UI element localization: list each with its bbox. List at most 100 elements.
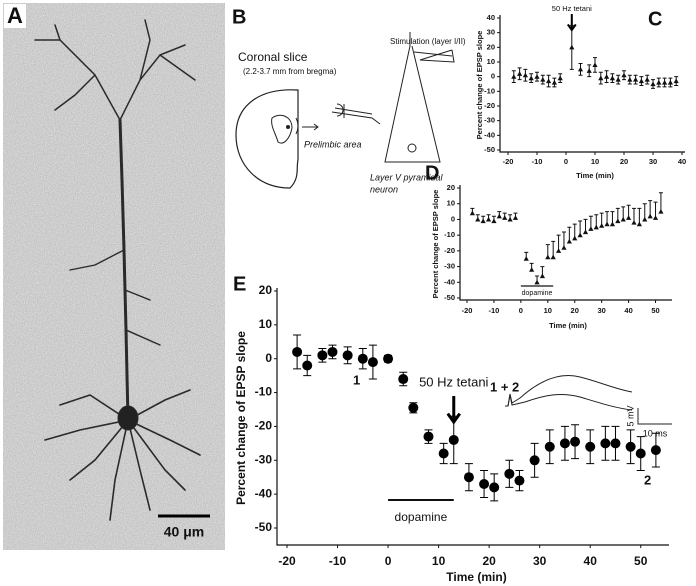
region-label: Prelimbic area <box>304 139 362 149</box>
ventricle <box>271 114 293 144</box>
point <box>557 75 563 81</box>
point <box>642 216 648 222</box>
point <box>599 223 605 228</box>
point <box>448 434 459 445</box>
point <box>598 75 604 81</box>
x-tick-label: 50 <box>634 554 648 568</box>
point <box>662 79 668 85</box>
point <box>383 353 394 364</box>
x-tick-label: 0 <box>519 306 523 315</box>
y-tick-label: 0 <box>265 351 272 365</box>
point <box>357 353 368 364</box>
axes <box>276 288 669 546</box>
error-bar <box>551 240 556 258</box>
neuron-label: neuron <box>370 184 398 194</box>
axes <box>499 15 685 153</box>
point <box>650 81 656 87</box>
point <box>569 44 575 50</box>
y-tick-label: -20 <box>484 101 495 110</box>
point <box>658 208 664 214</box>
point <box>633 77 639 82</box>
point <box>592 62 598 68</box>
x-tick-label: -20 <box>278 554 296 568</box>
y-tick-label: -20 <box>444 246 455 255</box>
x-tick-label: 50 <box>651 306 659 315</box>
span-label: dopamine <box>522 290 553 297</box>
y-tick-label: 20 <box>487 42 495 51</box>
panel-label: B <box>232 6 246 28</box>
stim-label: Stimulation (layer I/II) <box>390 37 466 46</box>
y-tick-label: -50 <box>484 145 495 154</box>
point <box>577 66 584 72</box>
point <box>582 229 589 235</box>
point <box>504 468 515 479</box>
y-tick-label: 10 <box>447 199 455 208</box>
y-tick-label: -40 <box>444 277 455 286</box>
x-tick-label: 0 <box>564 157 568 166</box>
point <box>656 79 662 85</box>
x-tick-label: 10 <box>432 554 446 568</box>
x-tick-label: 20 <box>482 554 496 568</box>
panel-label-bg <box>4 4 26 28</box>
stim-electrode <box>413 49 455 63</box>
brain-outline <box>235 89 299 189</box>
panel-b: B Coronal slice (2.2-3.7 mm from bregma)… <box>232 6 466 194</box>
point <box>342 350 353 361</box>
x-tick-label: 40 <box>678 157 686 166</box>
arrow <box>295 117 319 135</box>
y-tick-label: -10 <box>444 230 455 239</box>
point <box>317 350 328 361</box>
point <box>652 215 659 220</box>
point <box>496 213 502 219</box>
point <box>631 219 637 225</box>
error-bar <box>653 201 658 218</box>
error-bar <box>642 203 647 220</box>
x-tick-label: 30 <box>533 554 547 568</box>
point <box>469 210 475 216</box>
point <box>615 77 621 82</box>
point <box>615 218 621 224</box>
point <box>572 235 578 241</box>
point <box>522 72 528 78</box>
point <box>502 215 508 220</box>
point <box>523 256 529 261</box>
point <box>550 254 556 260</box>
arrow <box>446 396 461 425</box>
point <box>480 218 486 224</box>
point <box>540 77 546 82</box>
point <box>544 441 555 452</box>
rec-electrode <box>331 103 381 125</box>
y-tick-label: 10 <box>487 57 495 66</box>
point <box>489 482 500 493</box>
y-tick-label: -30 <box>484 116 495 125</box>
trace <box>505 375 633 407</box>
slice-title: Coronal slice <box>238 50 308 64</box>
point <box>644 77 650 82</box>
neuron <box>384 32 441 163</box>
y-axis-label: Percent change of EPSP slope <box>475 31 484 140</box>
scale-y-label: 5 mV <box>625 405 635 426</box>
point <box>463 472 474 483</box>
x-tick-label: 40 <box>624 306 632 315</box>
x-tick-label: 30 <box>597 306 605 315</box>
point <box>555 248 562 253</box>
point <box>609 221 616 227</box>
trace <box>505 394 633 411</box>
point <box>635 448 646 459</box>
point <box>423 431 434 442</box>
panel-label: C <box>648 8 662 30</box>
x-axis-label: Time (min) <box>549 321 587 330</box>
point <box>626 215 632 220</box>
y-tick-label: -40 <box>484 130 495 139</box>
point <box>438 448 449 459</box>
neuron-label: Layer V pyramidal <box>370 172 444 182</box>
point <box>636 221 642 227</box>
panel-label: A <box>7 3 23 28</box>
point <box>647 213 653 219</box>
point <box>517 71 523 76</box>
point <box>514 475 525 486</box>
point <box>512 215 519 220</box>
axes <box>459 185 672 301</box>
error-bar <box>648 200 653 217</box>
